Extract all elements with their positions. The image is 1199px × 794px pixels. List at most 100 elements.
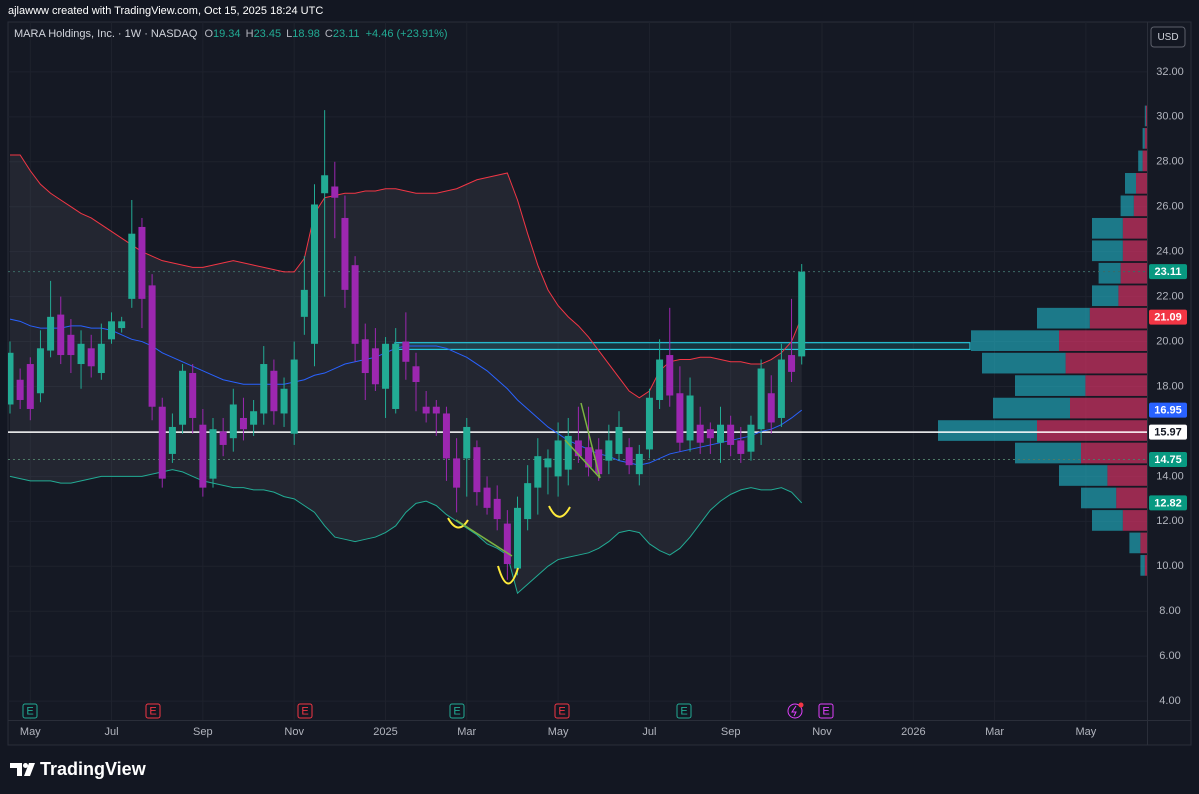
candle-body bbox=[148, 285, 156, 407]
volume-up bbox=[1140, 555, 1145, 576]
candle-body bbox=[585, 447, 593, 468]
candle-body bbox=[798, 271, 806, 357]
candle-body bbox=[321, 175, 329, 194]
volume-down bbox=[1059, 330, 1147, 351]
volume-down bbox=[1107, 465, 1147, 486]
logo-mark bbox=[24, 763, 35, 776]
candle-body bbox=[706, 429, 714, 439]
legend-key: O bbox=[204, 28, 213, 40]
dividend-icon bbox=[787, 703, 803, 719]
legend-value: 23.11 bbox=[333, 28, 360, 40]
price-tag-label: 16.95 bbox=[1154, 405, 1182, 417]
volume-down bbox=[1085, 375, 1147, 396]
candle-body bbox=[453, 458, 461, 488]
candle-body bbox=[493, 498, 501, 520]
x-tick-label: Jul bbox=[642, 726, 656, 738]
credit: ajlawww created with TradingView.com, Oc… bbox=[8, 5, 323, 17]
annotation-curve bbox=[548, 505, 571, 518]
candle-body bbox=[615, 426, 623, 454]
volume-up bbox=[1142, 128, 1145, 149]
y-tick-label: 30.00 bbox=[1156, 111, 1184, 123]
y-tick-label: 32.00 bbox=[1156, 66, 1184, 78]
y-tick-label: 14.00 bbox=[1156, 470, 1184, 482]
volume-up bbox=[1120, 195, 1134, 217]
event-icon bbox=[22, 703, 38, 719]
event-label: E bbox=[822, 705, 829, 717]
y-tick-label: 20.00 bbox=[1156, 335, 1184, 347]
event-label: E bbox=[26, 705, 33, 717]
candle-body bbox=[16, 379, 24, 400]
volume-down bbox=[1116, 487, 1147, 509]
band-lower bbox=[9, 469, 803, 595]
candle-body bbox=[666, 355, 674, 396]
candle-body bbox=[392, 343, 400, 409]
candle-body bbox=[432, 406, 440, 414]
event-label: E bbox=[453, 705, 460, 717]
volume-up bbox=[982, 352, 1066, 374]
candle-body bbox=[371, 348, 379, 385]
currency-button[interactable] bbox=[1150, 26, 1186, 48]
x-tick-label: Nov bbox=[812, 726, 832, 738]
candle-body bbox=[412, 366, 420, 383]
candle-body bbox=[189, 373, 197, 418]
header-bar bbox=[0, 0, 1199, 21]
candle-body bbox=[463, 426, 471, 459]
candles bbox=[8, 110, 806, 580]
legend-value: 18.98 bbox=[292, 28, 320, 40]
event-icon bbox=[449, 703, 465, 719]
x-tick-label: Nov bbox=[284, 726, 304, 738]
volume-up bbox=[1144, 105, 1146, 127]
y-tick-label: 6.00 bbox=[1159, 650, 1180, 662]
candle-body bbox=[239, 417, 247, 430]
annotation-line bbox=[564, 439, 601, 479]
candle-body bbox=[229, 404, 237, 439]
x-tick-label: 2025 bbox=[373, 726, 397, 738]
candle-body bbox=[402, 341, 410, 362]
volume-up bbox=[971, 330, 1059, 351]
volume-up bbox=[1059, 465, 1108, 486]
volume-down bbox=[1037, 420, 1147, 441]
price-tag-label: 12.82 bbox=[1154, 497, 1182, 509]
volume-down bbox=[1144, 128, 1147, 149]
candle-body bbox=[747, 424, 755, 452]
currency[interactable]: USD bbox=[1157, 32, 1178, 43]
candle-body bbox=[219, 431, 227, 445]
candle-body bbox=[382, 343, 390, 389]
price-tag bbox=[1149, 264, 1187, 280]
candle-body bbox=[260, 364, 268, 414]
volume-down bbox=[1133, 195, 1147, 217]
candle-body bbox=[737, 440, 745, 454]
annotation-line bbox=[455, 519, 513, 557]
candle-body bbox=[767, 393, 775, 423]
price-tag-label: 23.11 bbox=[1155, 266, 1182, 278]
candle-body bbox=[77, 343, 85, 365]
y-tick-label: 10.00 bbox=[1156, 560, 1184, 572]
candle-body bbox=[158, 406, 166, 479]
volume-up bbox=[1015, 442, 1081, 464]
event-label: E bbox=[558, 705, 565, 717]
candle-body bbox=[199, 424, 207, 488]
price-tags: 23.11 21.09 16.95 15.97 14.75 12.82 bbox=[1149, 264, 1187, 511]
volume-up bbox=[1037, 307, 1090, 329]
candle-body bbox=[554, 440, 562, 477]
volume-up bbox=[938, 420, 1037, 441]
candle-body bbox=[686, 395, 694, 441]
candle-body bbox=[777, 359, 785, 418]
volume-down bbox=[1118, 285, 1147, 307]
x-tick-label: 2026 bbox=[901, 726, 925, 738]
candle-body bbox=[625, 447, 633, 466]
logo-mark bbox=[23, 763, 28, 768]
y-tick-label: 28.00 bbox=[1156, 156, 1184, 168]
candle-body bbox=[280, 388, 288, 414]
price-tag bbox=[1149, 309, 1187, 325]
volume-up bbox=[1092, 285, 1119, 307]
annotation-curve bbox=[497, 565, 519, 585]
candle-body bbox=[717, 424, 724, 443]
legend: MARA Holdings, Inc. · 1W · NASDAQ O19.34… bbox=[14, 28, 448, 40]
y-tick-label: 12.00 bbox=[1156, 515, 1184, 527]
candle-body bbox=[36, 348, 44, 394]
price-tag-label: 21.09 bbox=[1154, 311, 1182, 323]
volume-down bbox=[1122, 217, 1147, 239]
candle-body bbox=[128, 233, 136, 299]
